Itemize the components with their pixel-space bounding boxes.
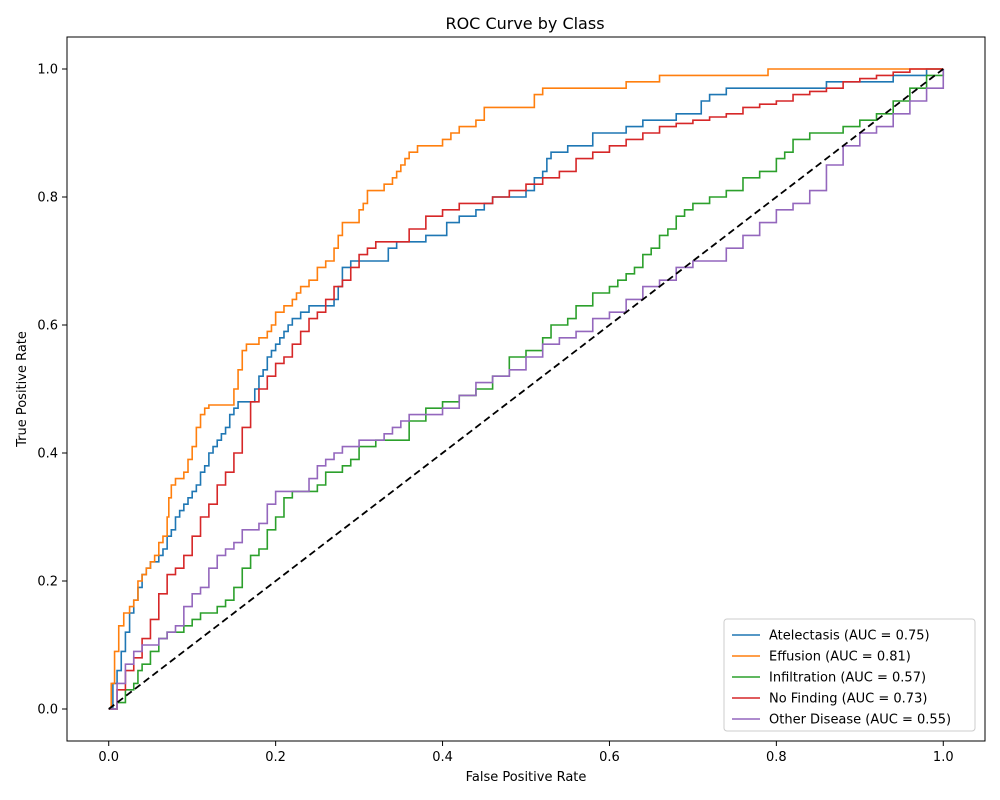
series-line-4 <box>108 69 945 710</box>
chart-title: ROC Curve by Class <box>445 14 604 33</box>
y-tick-label: 0.0 <box>37 703 58 718</box>
x-tick-label: 0.4 <box>432 750 453 765</box>
legend-entry: Atelectasis (AUC = 0.75) <box>769 629 930 644</box>
plot-area <box>108 68 945 710</box>
y-tick-label: 0.6 <box>37 319 58 334</box>
y-axis-label: True Positive Rate <box>15 331 30 448</box>
legend-entry: Effusion (AUC = 0.81) <box>769 650 911 665</box>
x-tick-label: 0.8 <box>766 750 787 765</box>
y-tick-label: 0.4 <box>37 447 58 462</box>
legend-entry: No Finding (AUC = 0.73) <box>769 692 927 707</box>
legend-entry: Other Disease (AUC = 0.55) <box>769 713 951 728</box>
series-line-3 <box>108 68 944 710</box>
y-tick-label: 1.0 <box>37 63 58 78</box>
legend: Atelectasis (AUC = 0.75) Effusion (AUC = … <box>723 618 976 732</box>
y-axis: 0.0 0.2 0.4 0.6 0.8 1.0 <box>37 63 67 718</box>
x-tick-label: 0.0 <box>98 750 119 765</box>
x-tick-label: 1.0 <box>933 750 954 765</box>
legend-box <box>723 618 976 732</box>
legend-entry: Infiltration (AUC = 0.57) <box>769 671 926 686</box>
series-line-1 <box>108 68 944 710</box>
series-line-2 <box>108 69 945 710</box>
x-tick-label: 0.2 <box>265 750 286 765</box>
plot-frame <box>66 36 986 742</box>
series-line-0 <box>108 68 944 710</box>
x-axis: 0.0 0.2 0.4 0.6 0.8 1.0 <box>98 741 954 765</box>
x-axis-label: False Positive Rate <box>466 770 587 785</box>
x-tick-label: 0.6 <box>599 750 620 765</box>
y-tick-label: 0.8 <box>37 191 58 206</box>
y-tick-label: 0.2 <box>37 575 58 590</box>
